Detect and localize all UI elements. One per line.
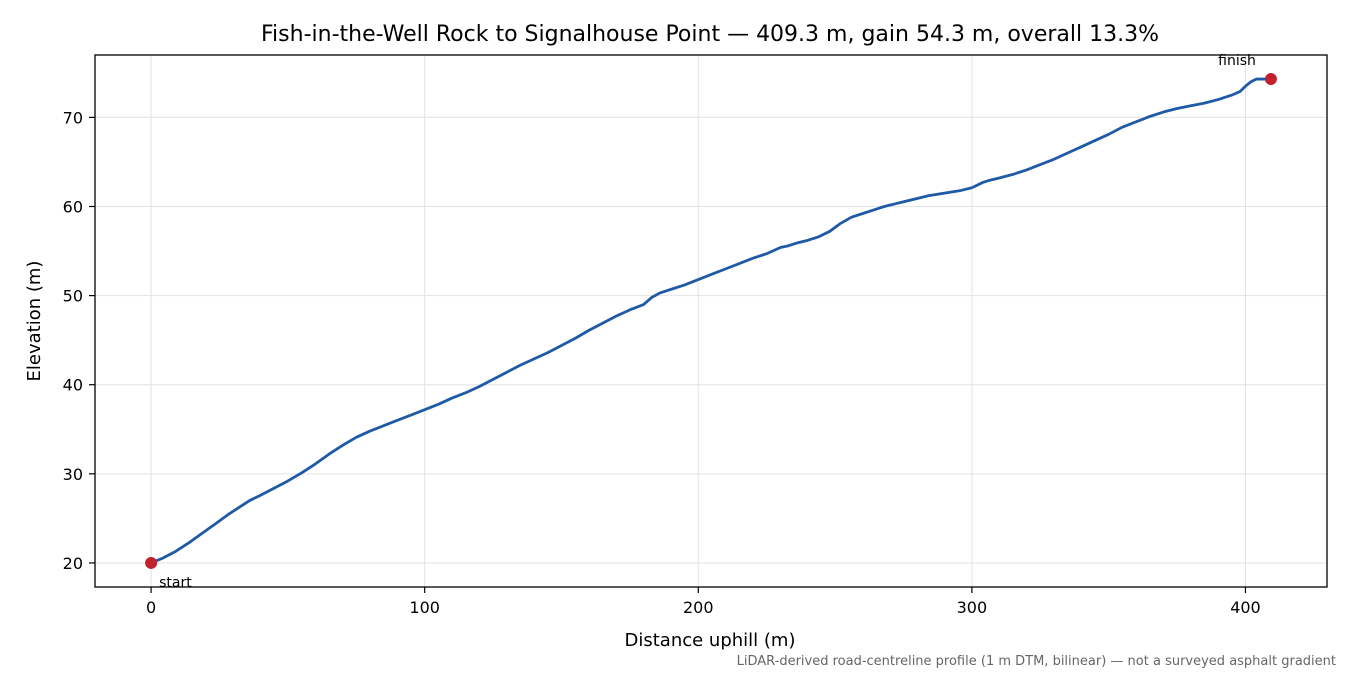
chart-title: Fish-in-the-Well Rock to Signalhouse Poi… — [261, 22, 1159, 47]
x-tick-label: 200 — [683, 598, 714, 617]
axis-ticks: 0 100 200 300 400 20 30 40 50 60 70 — [63, 108, 1261, 617]
footnote: LiDAR-derived road-centreline profile (1… — [737, 654, 1336, 669]
x-tick-label: 0 — [146, 598, 156, 617]
plot-frame — [94, 54, 1328, 588]
y-tick-label: 40 — [63, 376, 83, 395]
elevation-series-line — [149, 77, 1273, 565]
y-tick-label: 30 — [63, 465, 83, 484]
start-marker — [145, 556, 158, 569]
x-tick-label: 100 — [409, 598, 440, 617]
x-tick-label: 400 — [1230, 598, 1261, 617]
finish-marker — [1264, 73, 1277, 86]
start-annotation: start — [159, 575, 192, 591]
x-tick-label: 300 — [957, 598, 988, 617]
y-tick-label: 50 — [63, 287, 83, 306]
y-tick-label: 20 — [63, 554, 83, 573]
x-axis-label: Distance uphill (m) — [625, 630, 796, 651]
y-tick-label: 70 — [63, 108, 83, 127]
endpoint-markers: start finish — [145, 53, 1277, 591]
y-tick-label: 60 — [63, 197, 83, 216]
finish-annotation: finish — [1218, 53, 1256, 69]
y-axis-label: Elevation (m) — [24, 261, 45, 382]
